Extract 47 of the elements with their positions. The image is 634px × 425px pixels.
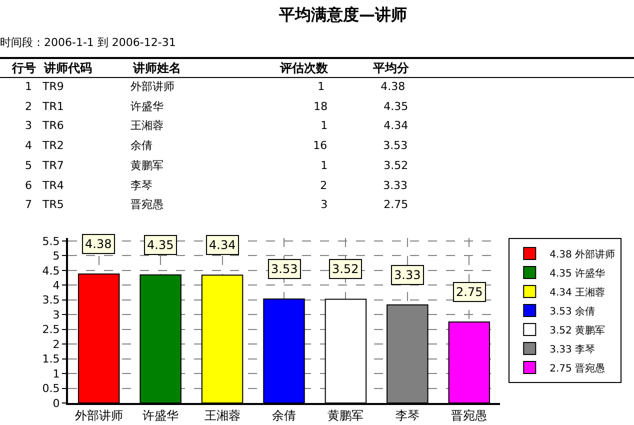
- data-label: 2.75: [456, 285, 483, 299]
- y-tick-label: 3.5: [42, 294, 60, 307]
- y-tick-label: 2.5: [42, 323, 60, 336]
- y-tick-label: 5: [52, 250, 60, 263]
- text: 时间段：2006-1-1 到 2006-12-31: [0, 36, 176, 50]
- y-tick-label: 0.5: [42, 382, 60, 396]
- legend-label: 3.52 黄鹏军: [550, 324, 606, 336]
- y-tick-label: 1: [52, 367, 60, 380]
- legend-label: 3.33 李琴: [550, 343, 596, 356]
- data-label: 4.35: [147, 238, 174, 252]
- legend-label: 4.34 王湘蓉: [550, 286, 606, 298]
- x-tick-label: 许盛华: [142, 408, 179, 422]
- data-label: 4.38: [85, 237, 112, 251]
- data-label: 3.33: [394, 268, 421, 282]
- x-tick-label: 外部讲师: [74, 408, 123, 422]
- text: 平均满意度—讲师: [279, 5, 407, 25]
- category-label: 讲师姓名: [133, 61, 181, 75]
- y-tick-label: 4.5: [42, 264, 60, 278]
- legend-label: 4.38 外部讲师: [550, 248, 616, 260]
- text: 1 TR9 外部讲师 1 4.38: [25, 80, 406, 94]
- legend-label: 2.75 晋宛愚: [550, 362, 606, 374]
- text: 5 TR7 黄鹏军 1 3.52: [25, 158, 408, 173]
- category-label: 平均分: [373, 61, 409, 75]
- x-tick-label: 黄鹏军: [328, 408, 364, 422]
- y-tick-label: 1.5: [42, 352, 60, 366]
- text: 7 TR5 晋宛愚 3 2.75: [25, 198, 408, 212]
- text: 2 TR1 许盛华 18 4.35: [25, 100, 408, 114]
- x-tick-label: 余倩: [272, 408, 296, 422]
- category-label: 行号: [12, 61, 36, 75]
- category-label: 讲师代码: [44, 61, 92, 75]
- x-tick-label: 王湘蓉: [204, 408, 240, 422]
- data-label: 3.52: [332, 262, 359, 276]
- legend-label: 4.35 许盛华: [550, 267, 606, 280]
- y-tick-label: 4: [52, 278, 60, 292]
- y-tick-label: 2: [52, 338, 60, 351]
- data-label: 4.34: [209, 238, 236, 252]
- text: 6 TR4 李琴 2 3.33: [25, 178, 408, 192]
- y-tick-label: 3: [52, 308, 60, 322]
- text: 4 TR2 余倩 16 3.53: [25, 139, 408, 154]
- x-tick-label: 李琴: [395, 408, 420, 422]
- x-tick-label: 晋宛愚: [451, 408, 488, 422]
- text: 3 TR6 王湘蓉 1 4.34: [25, 119, 408, 134]
- y-tick-label: 5.5: [42, 234, 60, 248]
- data-label: 3.53: [271, 262, 298, 276]
- legend-label: 3.53 余倩: [550, 305, 596, 318]
- category-label: 评估次数: [280, 61, 328, 75]
- y-tick-label: 0: [52, 396, 60, 410]
